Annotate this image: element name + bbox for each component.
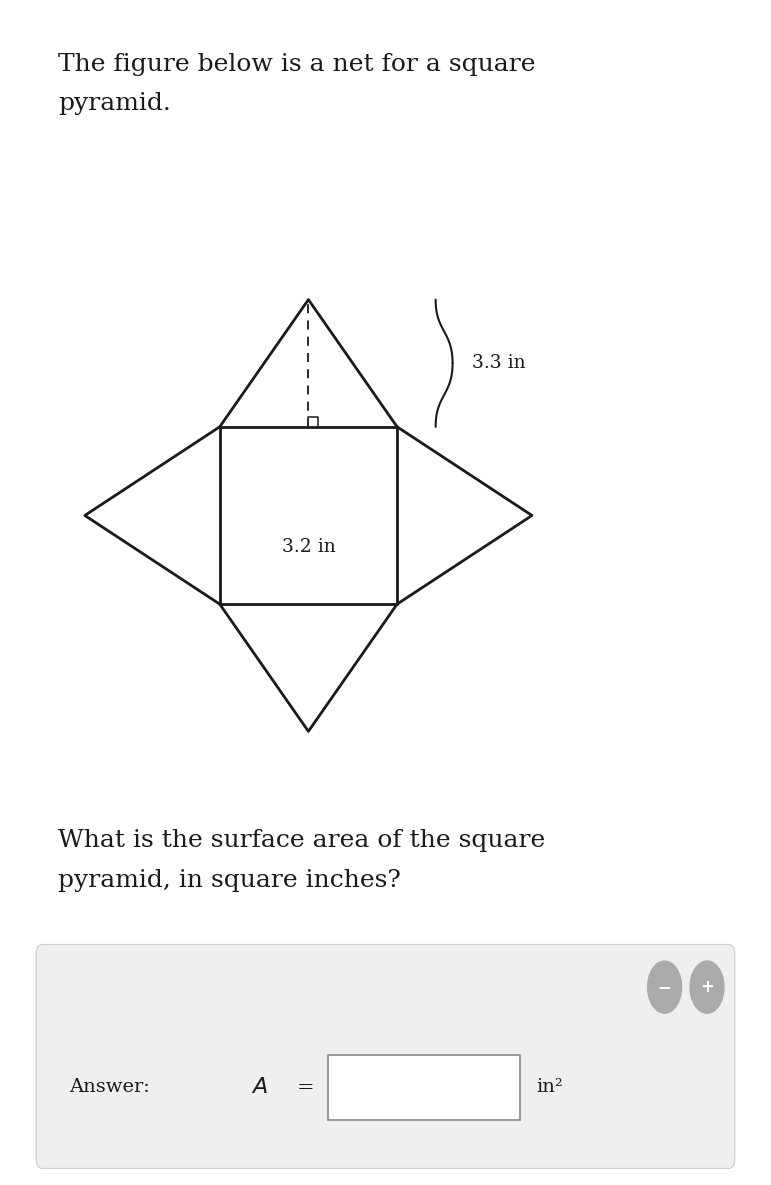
- Text: $\mathit{A}$: $\mathit{A}$: [251, 1077, 268, 1097]
- Text: pyramid.: pyramid.: [58, 92, 170, 115]
- Text: in²: in²: [536, 1078, 563, 1096]
- Text: What is the surface area of the square: What is the surface area of the square: [58, 830, 545, 852]
- Text: Answer:: Answer:: [69, 1078, 150, 1096]
- Circle shape: [690, 961, 724, 1013]
- Text: +: +: [700, 978, 714, 997]
- Text: −: −: [658, 978, 672, 997]
- Circle shape: [648, 961, 682, 1013]
- Text: The figure below is a net for a square: The figure below is a net for a square: [58, 53, 535, 76]
- Text: =: =: [297, 1077, 315, 1096]
- FancyBboxPatch shape: [36, 944, 735, 1168]
- Text: 3.2 in: 3.2 in: [281, 538, 335, 556]
- FancyBboxPatch shape: [328, 1055, 520, 1120]
- Text: pyramid, in square inches?: pyramid, in square inches?: [58, 869, 401, 891]
- Text: 3.3 in: 3.3 in: [472, 354, 526, 372]
